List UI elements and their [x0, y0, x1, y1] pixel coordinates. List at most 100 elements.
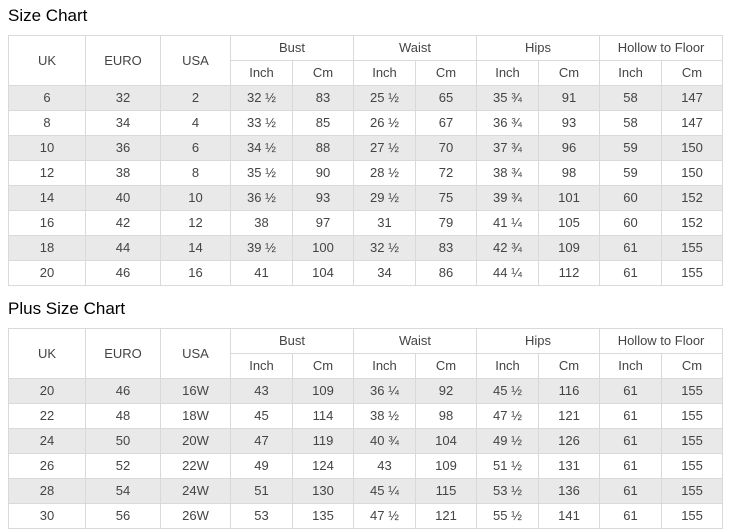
table-row: 12 38 8 35 ½ 90 28 ½ 72 38 ¾ 98 59 150: [8, 160, 724, 186]
table-cell: 41 ¼: [476, 210, 540, 236]
table-cell: 121: [415, 503, 478, 529]
col-header-bust-cm: Cm: [291, 353, 355, 379]
table-row: 22 48 18W 45 114 38 ½ 98 47 ½ 121 61 155: [8, 403, 724, 429]
table-cell: 36: [85, 135, 161, 161]
table-cell: 58: [599, 110, 663, 136]
table-cell: 93: [538, 110, 601, 136]
table-cell: 131: [538, 453, 601, 479]
table-cell: 38: [230, 210, 293, 236]
table-cell: 147: [661, 110, 724, 136]
table-cell: 75: [415, 185, 478, 211]
table-cell: 61: [599, 428, 663, 454]
table-cell: 116: [538, 378, 601, 404]
table-cell: 32 ½: [230, 85, 293, 111]
table-cell: 90: [291, 160, 355, 186]
table-cell: 150: [661, 160, 724, 186]
plus-size-chart-header: UK EURO USA Bust Waist Hips Hollow to Fl…: [8, 328, 724, 379]
col-header-hollow-inch: Inch: [599, 60, 663, 86]
table-cell: 49 ½: [476, 428, 540, 454]
table-cell: 44: [85, 235, 161, 261]
table-cell: 150: [661, 135, 724, 161]
table-cell: 152: [661, 210, 724, 236]
table-cell: 14: [160, 235, 231, 261]
table-cell: 12: [8, 160, 86, 186]
table-cell: 54: [85, 478, 161, 504]
col-header-bust: Bust: [229, 35, 355, 61]
table-cell: 43: [230, 378, 293, 404]
table-cell: 155: [661, 428, 724, 454]
table-cell: 4: [160, 110, 231, 136]
table-cell: 55 ½: [476, 503, 540, 529]
col-header-euro: EURO: [85, 35, 161, 86]
table-cell: 45: [230, 403, 293, 429]
table-cell: 155: [661, 503, 724, 529]
table-cell: 14: [8, 185, 86, 211]
table-cell: 51 ½: [476, 453, 540, 479]
table-cell: 91: [538, 85, 601, 111]
table-cell: 51: [230, 478, 293, 504]
table-cell: 2: [160, 85, 231, 111]
col-header-hollow-cm: Cm: [661, 353, 724, 379]
table-cell: 27 ½: [353, 135, 417, 161]
col-header-hips-inch: Inch: [476, 60, 540, 86]
col-header-waist: Waist: [353, 328, 478, 354]
plus-size-chart-title: Plus Size Chart: [8, 299, 126, 318]
table-cell: 20: [8, 260, 86, 286]
size-chart-table: UK EURO USA Bust Waist Hips Hollow to Fl…: [8, 35, 724, 286]
table-cell: 20W: [160, 428, 231, 454]
table-cell: 10: [8, 135, 86, 161]
table-cell: 6: [160, 135, 231, 161]
table-cell: 130: [291, 478, 355, 504]
table-cell: 65: [415, 85, 478, 111]
table-cell: 104: [291, 260, 355, 286]
size-chart-body: 6 32 2 32 ½ 83 25 ½ 65 35 ¾ 91 58 147 8 34 4 33 ½ 85 26 …: [8, 85, 724, 286]
table-cell: 61: [599, 235, 663, 261]
table-row: 14 40 10 36 ½ 93 29 ½ 75 39 ¾ 101 60 152: [8, 185, 724, 211]
table-cell: 100: [291, 235, 355, 261]
table-row: 18 44 14 39 ½ 100 32 ½ 83 42 ¾ 109 61 155: [8, 235, 724, 261]
table-cell: 39 ½: [230, 235, 293, 261]
table-cell: 30: [8, 503, 86, 529]
table-cell: 85: [291, 110, 355, 136]
table-cell: 20: [8, 378, 86, 404]
table-cell: 93: [291, 185, 355, 211]
table-cell: 109: [291, 378, 355, 404]
table-cell: 86: [415, 260, 478, 286]
table-cell: 25 ½: [353, 85, 417, 111]
table-row: 26 52 22W 49 124 43 109 51 ½ 131 61 155: [8, 453, 724, 479]
table-cell: 34 ½: [230, 135, 293, 161]
table-cell: 155: [661, 378, 724, 404]
table-cell: 36 ½: [230, 185, 293, 211]
table-cell: 6: [8, 85, 86, 111]
table-cell: 26W: [160, 503, 231, 529]
table-cell: 26 ½: [353, 110, 417, 136]
table-cell: 43: [353, 453, 417, 479]
table-cell: 59: [599, 135, 663, 161]
plus-size-chart-table: UK EURO USA Bust Waist Hips Hollow to Fl…: [8, 328, 724, 529]
table-cell: 79: [415, 210, 478, 236]
table-cell: 52: [85, 453, 161, 479]
size-chart-header: UK EURO USA Bust Waist Hips Hollow to Fl…: [8, 35, 724, 86]
col-header-waist-cm: Cm: [415, 60, 478, 86]
col-header-hollow-to-floor: Hollow to Floor: [599, 35, 724, 61]
col-header-hollow-to-floor: Hollow to Floor: [599, 328, 724, 354]
col-header-usa: USA: [160, 328, 231, 379]
table-cell: 38 ½: [353, 403, 417, 429]
table-cell: 8: [160, 160, 231, 186]
col-header-waist-inch: Inch: [353, 353, 417, 379]
table-cell: 88: [291, 135, 355, 161]
table-cell: 119: [291, 428, 355, 454]
table-cell: 18: [8, 235, 86, 261]
col-header-hollow-cm: Cm: [661, 60, 724, 86]
table-cell: 10: [160, 185, 231, 211]
header-row-groups: UK EURO USA Bust Waist Hips Hollow to Fl…: [8, 35, 724, 86]
table-cell: 136: [538, 478, 601, 504]
table-cell: 40: [85, 185, 161, 211]
table-cell: 67: [415, 110, 478, 136]
table-cell: 121: [538, 403, 601, 429]
table-cell: 61: [599, 478, 663, 504]
table-cell: 115: [415, 478, 478, 504]
table-cell: 83: [291, 85, 355, 111]
table-cell: 112: [538, 260, 601, 286]
